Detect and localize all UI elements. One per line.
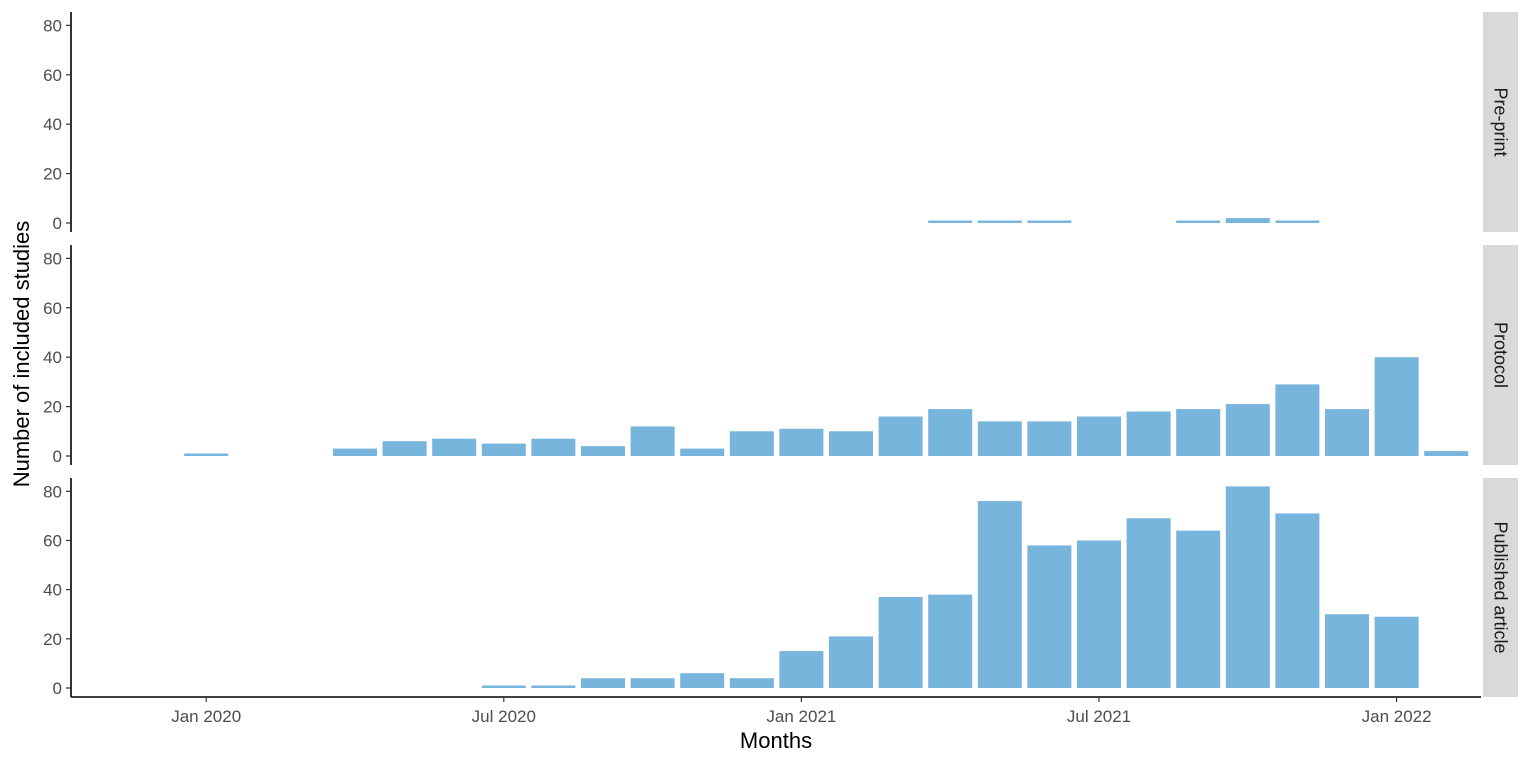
bar-protocol-2021-08 bbox=[1126, 411, 1171, 456]
bar-protocol-2021-11 bbox=[1275, 384, 1320, 456]
bar-protocol-2021-02 bbox=[829, 431, 873, 456]
x-tick-label: Jul 2021 bbox=[1067, 707, 1131, 726]
y-tick-label: 40 bbox=[43, 581, 62, 600]
bar-published-article-2022-01 bbox=[1374, 616, 1419, 688]
bar-protocol-2021-04 bbox=[928, 409, 973, 456]
bar-published-article-2020-07 bbox=[481, 685, 526, 688]
y-tick-label: 40 bbox=[43, 115, 62, 134]
bar-protocol-2020-12 bbox=[729, 431, 774, 456]
bar-protocol-2020-07 bbox=[481, 443, 526, 456]
y-tick-label: 80 bbox=[43, 16, 62, 35]
y-tick-label: 20 bbox=[43, 630, 62, 649]
facet-strip bbox=[1483, 12, 1518, 232]
facet-strip bbox=[1483, 245, 1518, 465]
bar-protocol-2020-08 bbox=[531, 438, 576, 456]
bar-protocol-2021-07 bbox=[1077, 416, 1121, 456]
y-tick-label: 0 bbox=[53, 214, 62, 233]
bar-published-article-2021-04 bbox=[928, 594, 973, 688]
y-axis-title: Number of included studies bbox=[9, 221, 34, 488]
bar-published-article-2020-09 bbox=[581, 678, 625, 688]
bar-published-article-2021-11 bbox=[1275, 513, 1320, 688]
y-tick-label: 20 bbox=[43, 398, 62, 417]
bar-protocol-2021-10 bbox=[1225, 404, 1270, 456]
x-tick-label: Jan 2020 bbox=[171, 707, 241, 726]
facet-strip-label: Protocol bbox=[1491, 322, 1511, 388]
bar-protocol-2021-01 bbox=[779, 428, 824, 456]
y-tick-label: 80 bbox=[43, 249, 62, 268]
bar-protocol-2021-06 bbox=[1027, 421, 1072, 456]
bar-protocol-2021-03 bbox=[878, 416, 923, 456]
bar-protocol-2022-02 bbox=[1424, 451, 1469, 456]
bar-pre-print-2021-10 bbox=[1225, 218, 1270, 223]
y-tick-label: 0 bbox=[53, 679, 62, 698]
bar-published-article-2021-12 bbox=[1325, 614, 1369, 688]
y-tick-label: 20 bbox=[43, 165, 62, 184]
bar-published-article-2020-08 bbox=[531, 685, 576, 688]
bar-published-article-2020-12 bbox=[729, 678, 774, 688]
x-tick-label: Jan 2021 bbox=[766, 707, 836, 726]
bar-published-article-2021-05 bbox=[977, 501, 1022, 688]
y-tick-label: 40 bbox=[43, 348, 62, 367]
y-tick-label: 60 bbox=[43, 531, 62, 550]
bar-published-article-2021-10 bbox=[1225, 486, 1270, 688]
facet-strip-label: Pre-print bbox=[1491, 87, 1511, 156]
bar-published-article-2021-03 bbox=[878, 597, 923, 688]
y-tick-label: 60 bbox=[43, 66, 62, 85]
bar-protocol-2020-09 bbox=[581, 446, 625, 456]
bar-protocol-2020-10 bbox=[630, 426, 675, 456]
y-tick-label: 80 bbox=[43, 482, 62, 501]
facet-strip-label: Published article bbox=[1491, 521, 1511, 653]
x-axis-title: Months bbox=[740, 728, 812, 753]
bar-published-article-2021-02 bbox=[829, 636, 873, 688]
bar-protocol-2021-09 bbox=[1176, 409, 1221, 456]
bar-pre-print-2021-11 bbox=[1275, 220, 1320, 223]
bar-protocol-2020-01 bbox=[184, 453, 229, 456]
bar-pre-print-2021-05 bbox=[977, 220, 1022, 223]
bar-pre-print-2021-04 bbox=[928, 220, 973, 223]
bar-published-article-2021-01 bbox=[779, 651, 824, 688]
bar-published-article-2021-07 bbox=[1077, 540, 1121, 688]
x-tick-label: Jul 2020 bbox=[472, 707, 536, 726]
bar-pre-print-2021-06 bbox=[1027, 220, 1072, 223]
bar-protocol-2020-06 bbox=[432, 438, 477, 456]
bar-published-article-2021-08 bbox=[1126, 518, 1171, 688]
bar-protocol-2021-12 bbox=[1325, 409, 1369, 456]
bar-protocol-2020-05 bbox=[382, 441, 427, 456]
facet-strip bbox=[1483, 478, 1518, 697]
bar-protocol-2020-04 bbox=[333, 448, 377, 456]
bar-published-article-2021-06 bbox=[1027, 545, 1072, 688]
bar-protocol-2021-05 bbox=[977, 421, 1022, 456]
bar-published-article-2020-11 bbox=[680, 673, 725, 688]
bar-published-article-2021-09 bbox=[1176, 530, 1221, 688]
y-tick-label: 60 bbox=[43, 299, 62, 318]
bar-protocol-2020-11 bbox=[680, 448, 725, 456]
x-tick-label: Jan 2022 bbox=[1362, 707, 1432, 726]
bar-published-article-2020-10 bbox=[630, 678, 675, 688]
y-tick-label: 0 bbox=[53, 447, 62, 466]
bar-protocol-2022-01 bbox=[1374, 357, 1419, 456]
bar-pre-print-2021-09 bbox=[1176, 220, 1221, 223]
